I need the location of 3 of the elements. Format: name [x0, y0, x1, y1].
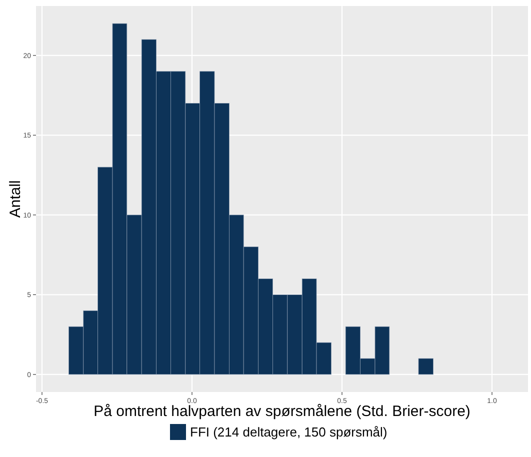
x-axis-title: På omtrent halvparten av spørsmålene (Std. Brier-score) [94, 403, 470, 420]
legend-label: FFI (214 deltagere, 150 spørsmål) [190, 424, 388, 440]
y-axis-title: Antall [7, 180, 24, 218]
